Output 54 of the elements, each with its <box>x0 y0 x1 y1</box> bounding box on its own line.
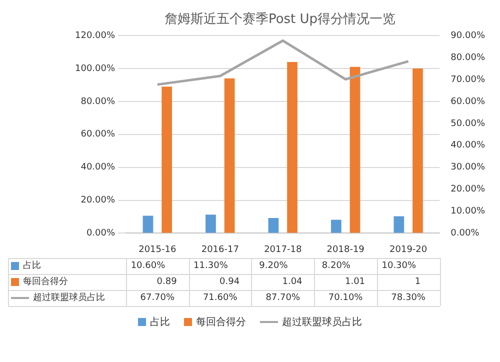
data-label: 0.94 <box>220 277 240 288</box>
y2-tick-label: 0.00% <box>450 228 480 239</box>
data-label: 10.30% <box>382 261 416 272</box>
data-label: 87.70% <box>266 293 300 304</box>
y2-tick-label: 90.00% <box>450 30 486 41</box>
bar <box>394 216 404 233</box>
data-label: 71.60% <box>202 293 238 304</box>
y-tick-label: 40.00% <box>80 162 116 173</box>
y2-tick-label: 50.00% <box>450 118 486 129</box>
bar <box>268 218 279 233</box>
text: 每回合得分 <box>23 277 68 287</box>
y2-tick-label: 20.00% <box>450 184 486 195</box>
y2-tick-label: 60.00% <box>450 96 486 107</box>
data-label: 1.04 <box>282 277 302 288</box>
data-label: 1.01 <box>344 277 366 288</box>
data-label: 8.20% <box>322 261 350 272</box>
y2-tick-label: 80.00% <box>450 52 486 63</box>
y-tick-label: 100.00% <box>74 64 116 74</box>
y2-tick-label: 10.00% <box>450 206 486 217</box>
bar <box>162 86 172 233</box>
x-tick-label: 2018-19 <box>326 244 365 255</box>
y2-tick-label: 70.00% <box>450 74 486 85</box>
bar <box>206 214 216 233</box>
bar <box>287 62 298 233</box>
data-label: 1 <box>414 277 421 288</box>
data-label: 9.20% <box>259 261 288 272</box>
data-label: 78.30% <box>391 293 426 304</box>
legend-label: 超过联盟球员占比 <box>32 293 105 304</box>
y2-tick-label: 30.00% <box>450 162 486 173</box>
y-tick-label: 60.00% <box>80 130 116 140</box>
chart-title: 詹姆斯近五个赛季Post Up得分情况一览 <box>164 11 396 28</box>
y-tick-label: 120.00% <box>74 30 116 41</box>
bar <box>142 216 154 233</box>
x-tick-label: 2016-17 <box>201 244 239 255</box>
bar <box>331 220 342 233</box>
data-label: 0.89 <box>156 277 177 288</box>
x-tick-label: 2019-20 <box>390 244 428 255</box>
data-label: 10.60% <box>130 261 166 272</box>
text: 超过联盟球员占比 <box>282 317 362 328</box>
y-tick-label: 0.00% <box>86 228 116 239</box>
y-tick-label: 20.00% <box>80 196 116 206</box>
bar <box>412 68 423 233</box>
legend-label: 占比 <box>149 316 170 329</box>
bar <box>350 66 360 233</box>
bar <box>224 78 235 233</box>
x-tick-label: 2015-16 <box>138 244 176 255</box>
legend-label: 每回合得分 <box>195 316 246 329</box>
x-tick-label: 2017-18 <box>264 244 302 255</box>
data-label: 67.70% <box>140 293 175 304</box>
data-label: 70.10% <box>328 293 363 304</box>
y-tick-label: 80.00% <box>80 96 116 107</box>
data-label: 11.30% <box>194 261 228 272</box>
y2-tick-label: 40.00% <box>450 140 486 151</box>
text: 占比 <box>23 261 41 271</box>
